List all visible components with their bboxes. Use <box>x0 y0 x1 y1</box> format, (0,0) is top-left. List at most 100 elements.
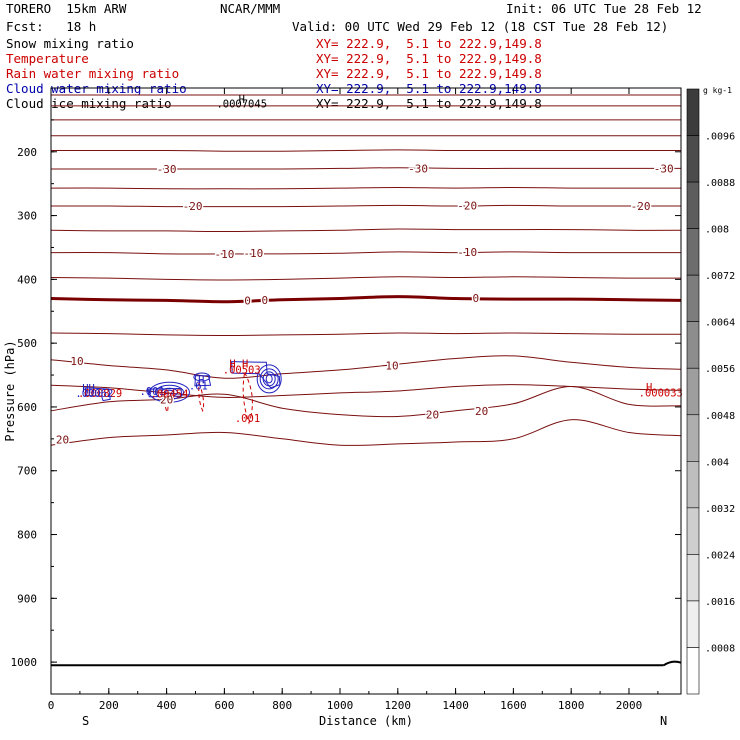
x-tick-label: 1200 <box>385 699 412 712</box>
isotherm-minus5 <box>50 276 682 281</box>
colorbar-swatch <box>686 181 700 229</box>
cloud-water-contour <box>164 389 174 395</box>
colorbar-swatch <box>686 554 700 602</box>
plot-frame <box>50 87 682 695</box>
y-tick-label: 200 <box>17 146 37 159</box>
y-axis-label: Pressure (hPa) <box>3 340 17 441</box>
isotherm-minus35 <box>50 149 681 152</box>
colorbar-label: .0008 <box>705 643 735 654</box>
cloud-water-contour <box>256 364 282 394</box>
contour-label: -30 <box>654 162 674 175</box>
x-axis-label: Distance (km) <box>319 714 413 728</box>
contour-label: 0 <box>262 294 269 307</box>
contour-label: -30 <box>408 162 428 175</box>
contour-label: -20 <box>183 200 203 213</box>
cloud-water-contour <box>259 368 279 390</box>
extrema-label: .000829 <box>78 388 122 400</box>
field-snow-xy: XY= 222.9, 5.1 to 222.9,149.8 <box>316 36 542 51</box>
x-tick-label: 800 <box>272 699 292 712</box>
y-tick-label: 1000 <box>11 656 38 669</box>
x-tick-label: 200 <box>99 699 119 712</box>
x-tick-label: 1800 <box>558 699 585 712</box>
isotherm-25 <box>50 419 682 446</box>
extrema-label: .00062 <box>75 388 113 400</box>
x-tick-label: 600 <box>214 699 234 712</box>
rain-contour <box>198 382 205 413</box>
contour-label: -30 <box>157 163 177 176</box>
contour-label: -20 <box>631 200 651 213</box>
colorbar-swatch <box>686 274 700 322</box>
isotherm-0 <box>50 295 682 304</box>
isotherm-minus25 <box>50 186 681 190</box>
extrema-label: HH <box>82 383 95 395</box>
field-rain-name: Rain water mixing ratio <box>6 66 180 81</box>
extrema-label: H <box>198 375 204 387</box>
extrema-label: .000033 <box>639 387 683 399</box>
extrema-label: .001 <box>139 386 164 398</box>
colorbar-swatch <box>686 507 700 555</box>
model-title: TORERO 15km ARW <box>6 1 127 16</box>
colorbar-label: .0064 <box>705 318 735 329</box>
colorbar-swatch <box>686 414 700 462</box>
extrema-label: H H <box>229 359 248 371</box>
extrema-label: .00454 <box>151 389 189 401</box>
colorbar-label: .0088 <box>705 178 735 189</box>
y-tick-label: 300 <box>17 210 37 223</box>
endpoint-south: S <box>82 714 89 728</box>
center-name: NCAR/MMM <box>220 1 281 16</box>
cloud-water-contour <box>154 384 184 400</box>
contour-label: -20 <box>457 199 477 212</box>
rain-contour <box>164 392 169 414</box>
isotherm-5 <box>50 332 682 337</box>
cloud-water-contour <box>194 375 212 387</box>
contour-label: 20 <box>160 393 173 406</box>
x-tick-label: 2000 <box>616 699 643 712</box>
colorbar-label: .004 <box>705 457 729 468</box>
colorbar-label: .0032 <box>705 504 735 515</box>
isotherm-10 <box>50 355 682 379</box>
contour-label: 20 <box>475 405 488 418</box>
colorbar-swatch <box>686 228 700 276</box>
colorbar-swatch <box>686 321 700 369</box>
colorbar-label: .008 <box>705 225 729 236</box>
colorbar-label: .0056 <box>705 364 735 375</box>
extrema-label: .001 <box>235 413 260 425</box>
forecast-hour: Fcst: 18 h <box>6 19 97 34</box>
contour-label: 20 <box>426 409 439 422</box>
y-tick-label: 400 <box>17 273 37 286</box>
colorbar-swatch <box>686 461 700 509</box>
rain-contour <box>242 372 253 425</box>
field-cloud-ice-xy: XY= 222.9, 5.1 to 222.9,149.8 <box>316 96 542 111</box>
contour-label: -10 <box>243 247 263 260</box>
contour-label: 0 <box>473 292 480 305</box>
contour-label: 0 <box>244 294 251 307</box>
y-tick-label: 500 <box>17 337 37 350</box>
extrema-label: .0007045 <box>216 98 267 110</box>
colorbar-label: .0096 <box>705 132 735 143</box>
extrema-label: .00503 <box>223 364 261 376</box>
isotherm-minus10 <box>50 251 681 255</box>
contour-label: -10 <box>214 248 234 261</box>
colorbar-label: .0016 <box>705 597 735 608</box>
contour-label: -10 <box>457 246 477 259</box>
isotherm-20 <box>50 385 682 418</box>
cloud-water-contour <box>262 371 276 387</box>
y-tick-label: 700 <box>17 465 37 478</box>
cloud-water-contour <box>160 387 178 397</box>
x-tick-label: 1400 <box>442 699 469 712</box>
cloud-water-contour <box>148 381 190 403</box>
y-tick-label: 800 <box>17 529 37 542</box>
field-cloud-ice-name: Cloud ice mixing ratio <box>6 96 172 111</box>
contour-label: 10 <box>385 359 398 372</box>
colorbar-label: .0024 <box>705 550 735 561</box>
y-tick-label: 600 <box>17 401 37 414</box>
field-snow-name: Snow mixing ratio <box>6 36 134 51</box>
x-tick-label: 400 <box>157 699 177 712</box>
colorbar-swatch <box>686 367 700 416</box>
x-tick-label: 1600 <box>500 699 527 712</box>
field-rain-xy: XY= 222.9, 5.1 to 222.9,149.8 <box>316 66 542 81</box>
y-tick-label: 900 <box>17 592 37 605</box>
valid-time: Valid: 00 UTC Wed 29 Feb 12 (18 CST Tue … <box>292 19 669 34</box>
isotherm-minus20 <box>50 204 681 208</box>
